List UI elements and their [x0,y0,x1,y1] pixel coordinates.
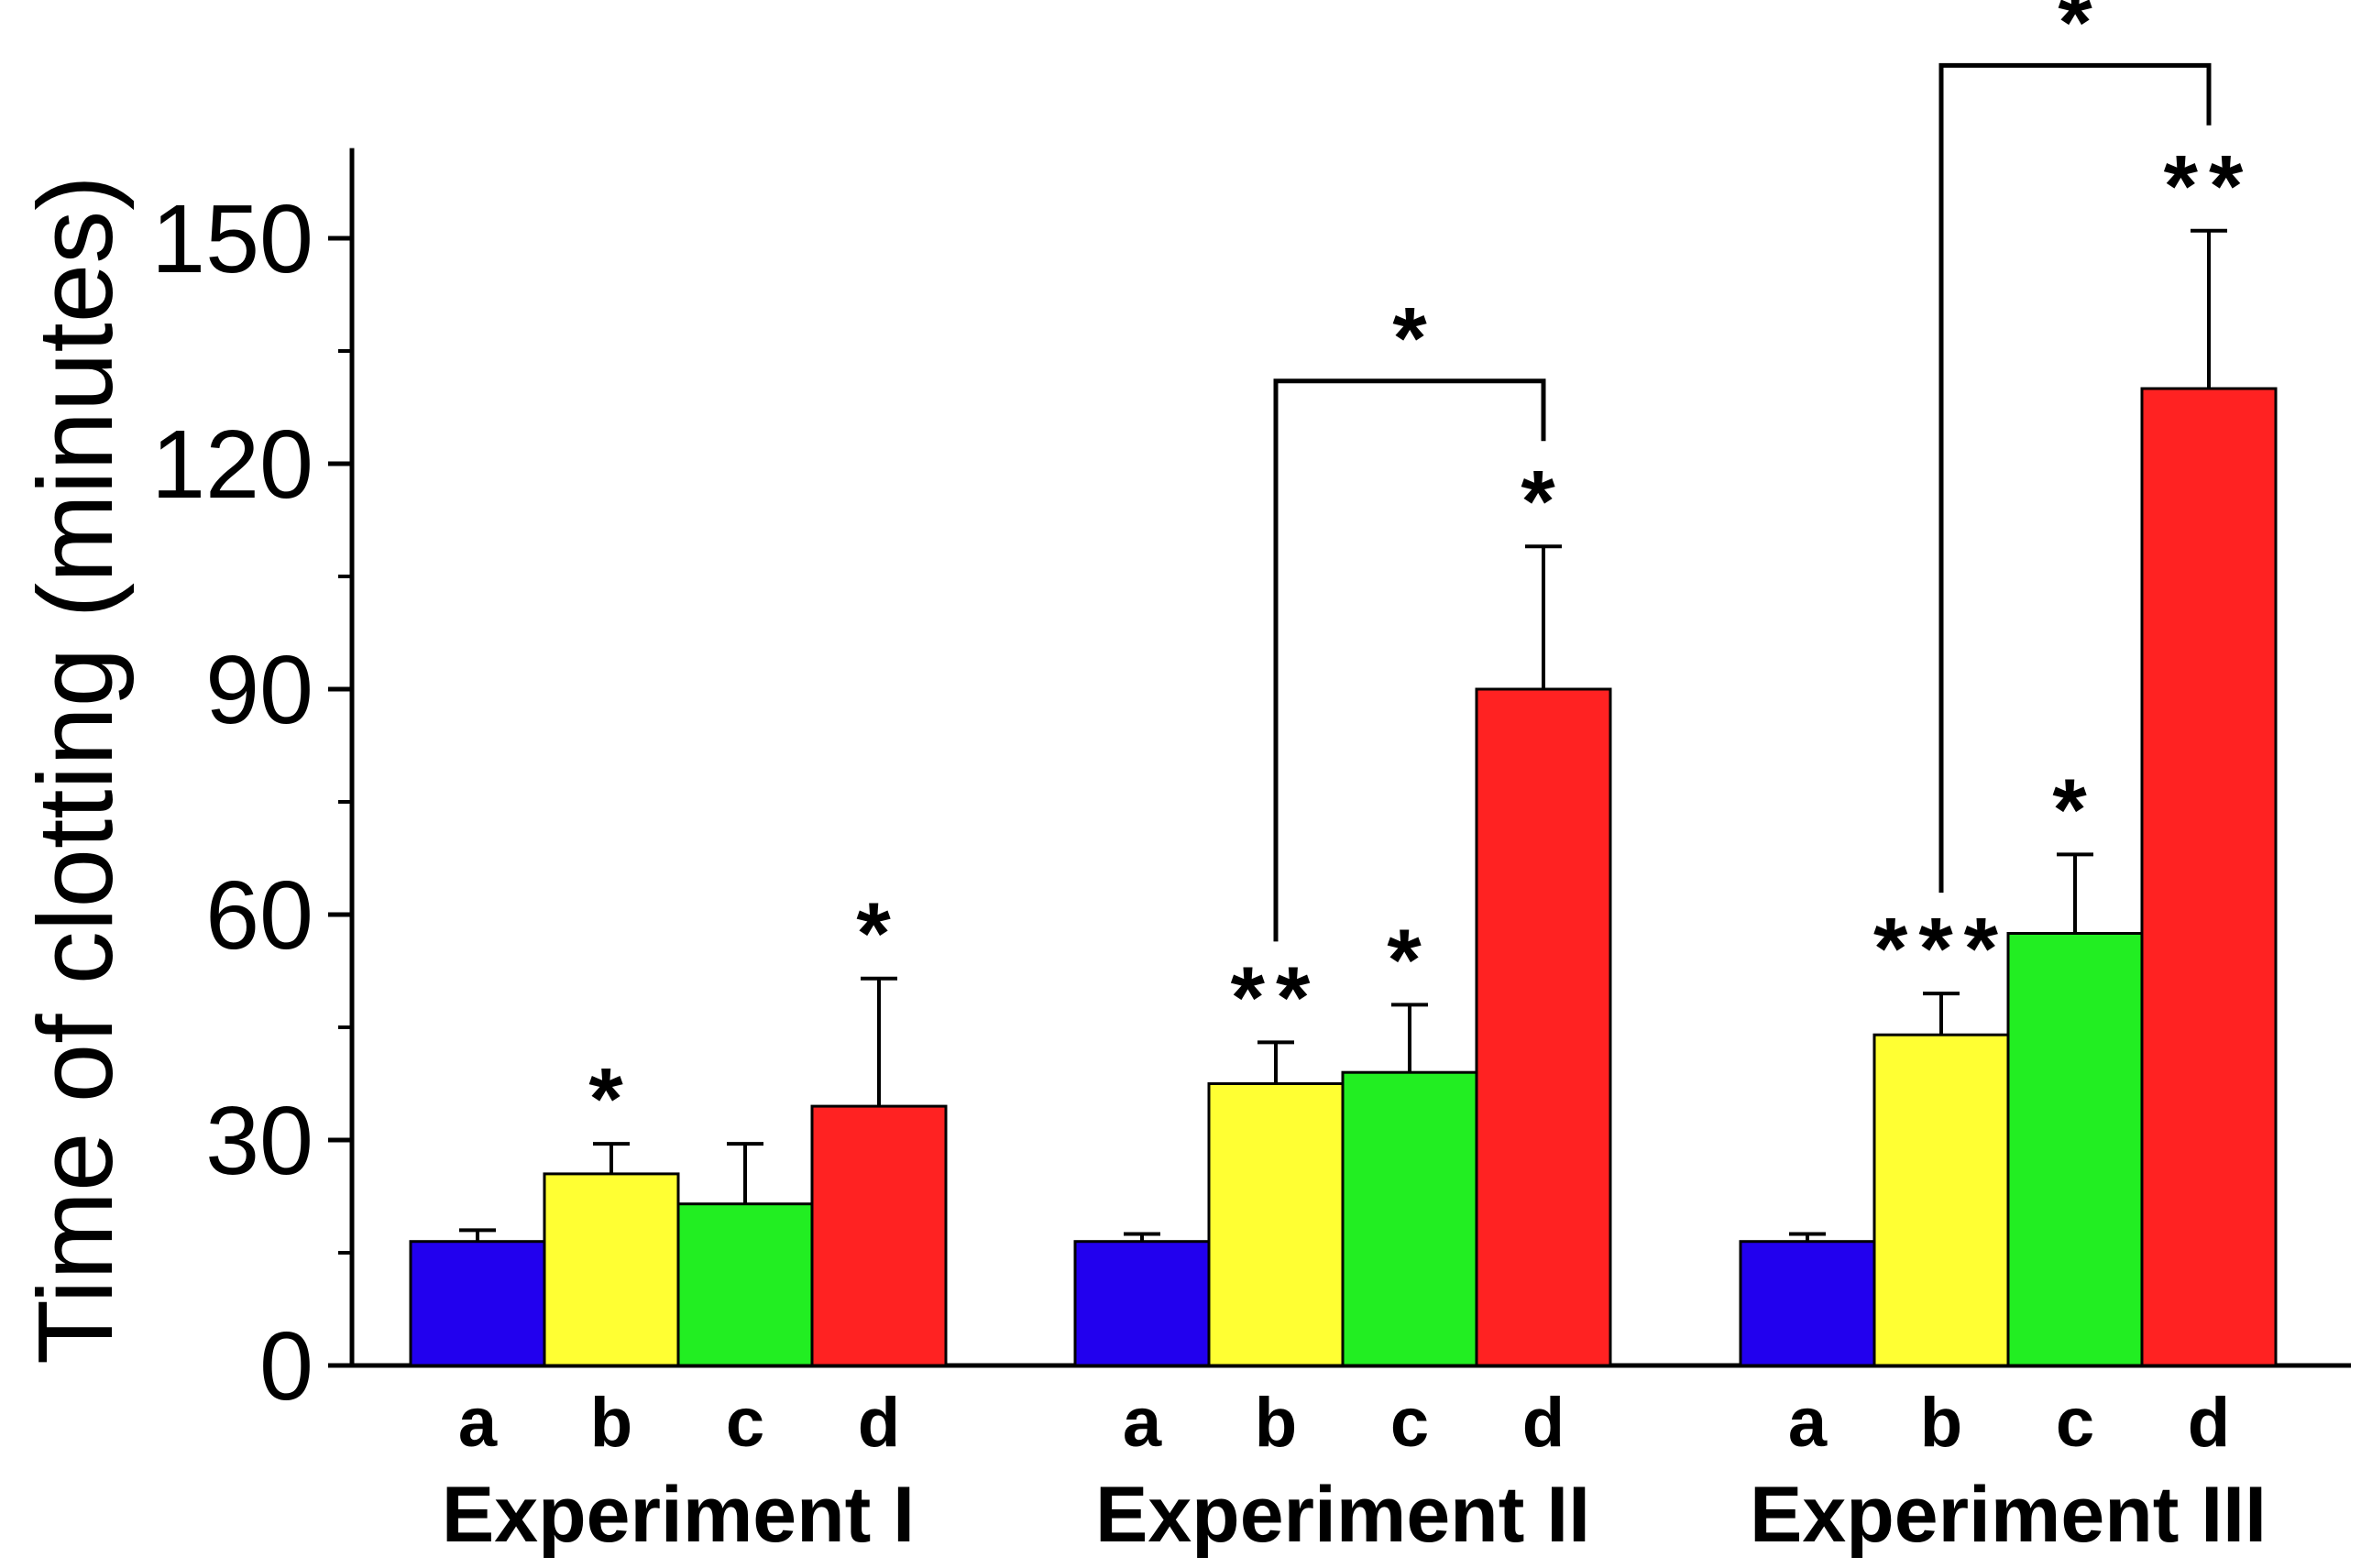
significance-mark: * [588,1050,633,1148]
category-label: b [1255,1384,1297,1462]
group-label: Experiment III [1750,1471,2267,1559]
category-label: d [1522,1384,1565,1462]
category-label: c [726,1384,764,1462]
bar [1475,687,1612,1367]
bracket-significance-mark: * [1392,290,1427,388]
y-tick-label: 0 [259,1312,313,1420]
category-label: d [858,1384,900,1462]
y-tick-label: 150 [151,185,313,293]
significance-mark: * [1387,911,1432,1009]
category-label: d [2188,1384,2230,1462]
group-label: Experiment II [1095,1471,1590,1559]
significance-mark: *** [1873,900,2009,998]
bracket-significance-mark: * [2058,0,2092,71]
bar [1739,1240,1876,1367]
category-label: a [1123,1384,1162,1462]
bar [1073,1240,1211,1367]
significance-mark: ** [1231,948,1322,1047]
bar [2006,932,2144,1367]
bar [409,1240,546,1367]
category-label: b [590,1384,632,1462]
significance-mark: ** [2164,137,2255,236]
bar [1872,1033,2010,1367]
significance-bracket [1938,62,2212,894]
bar [543,1172,680,1367]
y-tick-label: 90 [205,636,313,744]
y-axis-title: Time of clotting (minutes) [16,175,135,1365]
significance-mark: * [1521,453,1565,551]
category-label: c [1390,1384,1429,1462]
significance-mark: * [856,885,901,983]
bar [676,1202,814,1367]
bar [2140,387,2278,1367]
y-tick-label: 60 [205,861,313,970]
y-tick-label: 30 [205,1087,313,1195]
y-tick-label: 120 [151,411,313,519]
category-label: a [1788,1384,1828,1462]
category-label: a [458,1384,498,1462]
significance-bracket [1273,378,1546,942]
category-label: b [1920,1384,1962,1462]
bar [1207,1082,1345,1367]
bar [1341,1070,1478,1367]
group-label: Experiment I [442,1471,915,1559]
bar [810,1104,948,1367]
significance-mark: * [2052,761,2097,859]
category-label: c [2056,1384,2094,1462]
bars [409,62,2278,1367]
